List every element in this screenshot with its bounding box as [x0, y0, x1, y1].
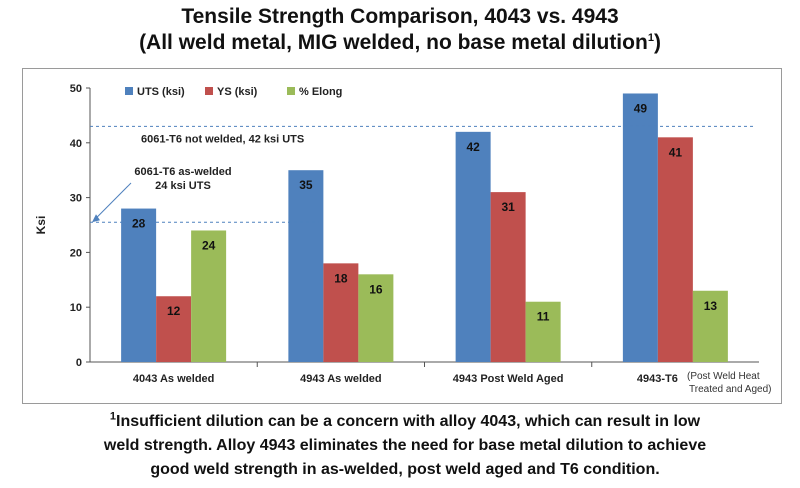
footnote-line-1: 1Insufficient dilution can be a concern …: [109, 410, 701, 430]
footnote-line-2: weld strength. Alloy 4943 eliminates the…: [103, 437, 707, 454]
bar-ys-ksi-: [657, 137, 693, 362]
category-note-line-2: Treated and Aged): [689, 384, 771, 395]
reference-label-not-welded: 6061-T6 not welded, 42 ksi UTS: [141, 133, 304, 145]
legend-label: UTS (ksi): [137, 86, 185, 98]
legend-swatch: [125, 87, 133, 95]
bar-value-label: 12: [167, 304, 181, 318]
bar-chart: 0 10 20 30 40 50 Ksi 4043 As welded 28 12 24 4943 A…: [34, 83, 771, 395]
bar--elong: [358, 274, 394, 362]
bar-ys-ksi-: [490, 192, 526, 362]
bar--elong: [525, 301, 561, 362]
bar-value-label: 49: [634, 101, 648, 115]
y-tick-label: 0: [76, 357, 82, 369]
footnote: 1Insufficient dilution can be a concern …: [30, 410, 780, 482]
x-tick-label: 4043 As welded: [133, 373, 215, 385]
bar-value-label: 13: [704, 299, 718, 313]
legend-swatch: [287, 87, 295, 95]
bar--elong: [692, 290, 728, 362]
bar-ys-ksi-: [323, 263, 359, 362]
x-tick-label: 4943 As welded: [300, 373, 382, 385]
y-axis-label: Ksi: [34, 216, 48, 235]
bar-uts-ksi-: [622, 93, 658, 363]
chart-title: Tensile Strength Comparison, 4043 vs. 49…: [181, 5, 619, 28]
bar-value-label: 24: [202, 238, 216, 252]
bar-value-label: 11: [537, 310, 550, 324]
footnote-marker: 1: [109, 410, 116, 423]
y-tick-label: 30: [70, 193, 82, 205]
x-tick-label: 4943 Post Weld Aged: [453, 373, 564, 385]
reference-arrow-shaft: [93, 182, 132, 221]
bar-value-label: 41: [669, 145, 683, 159]
bar-uts-ksi-: [121, 208, 157, 362]
y-tick-label: 10: [70, 302, 82, 314]
bar-value-label: 35: [299, 178, 313, 192]
chart-frame: 0 10 20 30 40 50 Ksi 4043 As welded 28 12 24 4943 A…: [22, 68, 782, 404]
bar-value-label: 16: [369, 282, 383, 296]
reference-label-as-welded-2: 24 ksi UTS: [155, 180, 211, 192]
bar-uts-ksi-: [288, 170, 324, 362]
bar-value-label: 28: [132, 217, 146, 231]
footnote-line-3: good weld strength in as-welded, post we…: [150, 461, 660, 478]
x-tick-label: 4943-T6: [637, 373, 678, 385]
y-tick-label: 40: [70, 138, 82, 150]
y-tick-label: 20: [70, 247, 82, 259]
reference-arrow-head: [92, 214, 100, 223]
subtitle-footnote-marker: 1: [647, 32, 654, 44]
category-note-line-1: (Post Weld Heat: [687, 371, 760, 382]
y-tick-label: 50: [70, 83, 82, 95]
legend-swatch: [205, 87, 213, 95]
bar-value-label: 31: [501, 200, 515, 214]
legend-label: % Elong: [299, 86, 342, 98]
chart-subtitle: (All weld metal, MIG welded, no base met…: [139, 31, 661, 54]
bar-value-label: 18: [334, 271, 348, 285]
legend-label: YS (ksi): [217, 86, 258, 98]
reference-label-as-welded-1: 6061-T6 as-welded: [134, 166, 231, 178]
bar-uts-ksi-: [455, 131, 491, 362]
bar-value-label: 42: [466, 140, 480, 154]
bar-ys-ksi-: [156, 296, 192, 362]
bar--elong: [191, 230, 227, 362]
